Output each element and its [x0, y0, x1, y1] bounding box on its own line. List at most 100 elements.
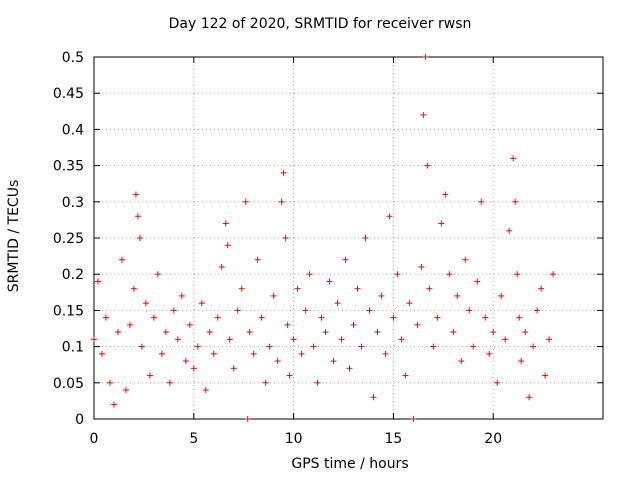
data-point: [414, 321, 421, 328]
data-point: [474, 278, 481, 285]
data-point: [274, 358, 281, 365]
data-point: [306, 271, 313, 278]
data-point: [346, 365, 353, 372]
data-point: [190, 365, 197, 372]
data-point: [378, 292, 385, 299]
data-point: [138, 343, 145, 350]
data-point: [442, 191, 449, 198]
data-point: [494, 379, 501, 386]
y-tick-label: 0.2: [62, 267, 84, 283]
data-point: [522, 329, 529, 336]
y-tick-label: 0.15: [53, 303, 84, 319]
y-tick-label: 0.35: [53, 159, 84, 175]
data-point: [278, 198, 285, 205]
data-point: [122, 387, 129, 394]
data-point: [382, 350, 389, 357]
data-point: [350, 321, 357, 328]
data-point: [490, 329, 497, 336]
data-point: [430, 343, 437, 350]
data-point: [170, 307, 177, 314]
data-point: [370, 394, 377, 401]
data-point: [202, 387, 209, 394]
data-point: [530, 343, 537, 350]
data-point: [142, 300, 149, 307]
chart-title: Day 122 of 2020, SRMTID for receiver rws…: [168, 16, 472, 32]
data-point: [298, 350, 305, 357]
y-tick-label: 0.3: [62, 195, 84, 211]
data-point: [98, 350, 105, 357]
data-point: [94, 278, 101, 285]
data-point: [450, 329, 457, 336]
data-point: [334, 300, 341, 307]
data-point: [470, 343, 477, 350]
data-point: [270, 292, 277, 299]
data-point: [284, 321, 291, 328]
data-point: [386, 213, 393, 220]
data-point: [374, 329, 381, 336]
data-point: [526, 394, 533, 401]
data-point: [238, 285, 245, 292]
data-point: [438, 220, 445, 227]
data-point: [258, 314, 265, 321]
data-point: [234, 307, 241, 314]
data-point: [362, 235, 369, 241]
data-point: [91, 336, 97, 343]
data-point: [110, 401, 117, 408]
y-tick-label: 0.5: [62, 50, 84, 66]
data-point: [280, 169, 287, 176]
data-point: [302, 307, 309, 314]
data-points: [91, 54, 557, 422]
data-point: [538, 285, 545, 292]
data-point: [326, 278, 333, 285]
data-point: [158, 350, 165, 357]
data-point: [226, 336, 233, 343]
data-point: [478, 198, 485, 205]
data-point: [126, 321, 133, 328]
x-tick-label: 20: [484, 431, 502, 447]
data-point: [534, 307, 541, 314]
data-point: [322, 329, 329, 336]
data-point: [146, 372, 153, 379]
data-point: [262, 379, 269, 386]
data-point: [134, 213, 141, 220]
data-point: [214, 314, 221, 321]
data-point: [218, 263, 225, 270]
data-point: [136, 235, 143, 241]
data-point: [390, 314, 397, 321]
data-point: [406, 300, 413, 307]
data-point: [410, 416, 417, 422]
data-point: [194, 343, 201, 350]
data-point: [162, 329, 169, 336]
y-tick-label: 0.45: [53, 86, 84, 102]
data-point: [546, 336, 553, 343]
data-point: [230, 365, 237, 372]
data-point: [426, 285, 433, 292]
data-point: [454, 292, 461, 299]
data-point: [486, 350, 493, 357]
data-point: [130, 285, 137, 292]
data-point: [342, 256, 349, 263]
data-point: [518, 358, 525, 365]
data-point: [178, 292, 185, 299]
data-point: [512, 198, 519, 205]
x-tick-label: 10: [285, 431, 303, 447]
data-point: [516, 314, 523, 321]
data-point: [394, 271, 401, 278]
data-point: [290, 336, 297, 343]
data-point: [446, 271, 453, 278]
data-point: [182, 358, 189, 365]
y-tick-label: 0: [75, 412, 84, 428]
data-point: [424, 162, 431, 169]
data-point: [102, 314, 109, 321]
data-point: [422, 54, 429, 60]
data-point: [482, 314, 489, 321]
x-tick-label: 0: [90, 431, 99, 447]
data-point: [198, 300, 205, 307]
data-point: [420, 111, 427, 118]
data-point: [186, 321, 193, 328]
grid: [94, 57, 603, 419]
y-tick-label: 0.05: [53, 376, 84, 392]
data-point: [314, 379, 321, 386]
data-point: [114, 329, 121, 336]
